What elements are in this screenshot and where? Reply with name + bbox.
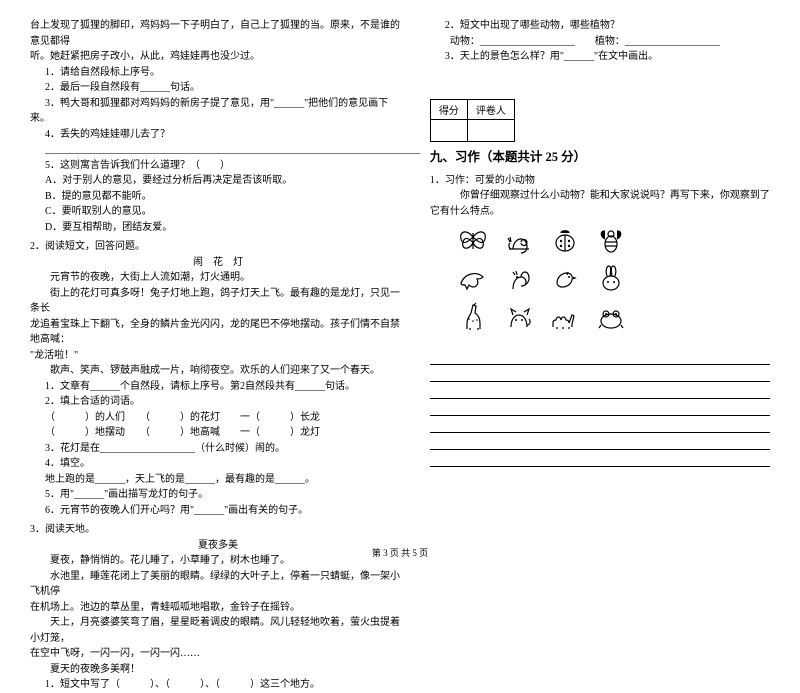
ladybug-icon [548,225,582,257]
q2-line: 3．花灯是在___________________（什么时候）闹的。 [30,441,406,457]
page-footer: 第 3 页 共 5 页 [0,546,800,559]
q2-line: 2．填上合适的词语。 [30,394,406,410]
writing-line [430,402,770,416]
writing-line [430,453,770,467]
dolphin-icon [456,263,490,295]
r-line: 2．短文中出现了哪些动物，哪些植物？ [430,18,770,34]
q2-line: 街上的花灯可真多呀！兔子灯地上跑，鸽子灯天上飞。最有趣的是龙灯，只见一条长 [30,286,406,317]
q2-head: 2．阅读短文，回答问题。 [30,239,406,255]
butterfly-icon [456,225,490,257]
opt-line: A．对于别人的意见，要经过分析后再决定是否该听取。 [30,173,406,189]
q2-line: 元宵节的夜晚，大街上人流如潮，灯火通明。 [30,270,406,286]
q3-line: 在空中飞呀，一闪一闪，一闪一闪…… [30,646,406,662]
q2-line: （ ）的人们 （ ）的花灯 一（ ）长龙 [30,410,406,426]
q3-line: 夏天的夜晚多美啊！ [30,662,406,678]
opt-line: B．提的意见都不能听。 [30,189,406,205]
q2-line: 4．填空。 [30,456,406,472]
q2-line: 地上跑的是______，天上飞的是______，最有趣的是______。 [30,472,406,488]
score-head-grader: 评卷人 [467,99,514,119]
giraffe-icon [456,301,490,333]
squirrel-icon [502,263,536,295]
q2-line: 6．元宵节的夜晚人们开心吗？用"______"画出有关的句子。 [30,503,406,519]
q2-line: 5．用"______"画出描写龙灯的句子。 [30,487,406,503]
bee-icon [594,225,628,257]
page-columns: 台上发现了狐狸的脚印，鸡妈妈一下子明白了，自己上了狐狸的当。原来，不是谁的意见都… [30,18,770,693]
score-table: 得分 评卷人 [430,99,515,142]
q3-head: 3．阅读天地。 [30,522,406,538]
score-cell [430,119,467,141]
grader-cell [467,119,514,141]
rabbit-icon [594,263,628,295]
right-column: 2．短文中出现了哪些动物，哪些植物？ 动物：__________________… [430,18,770,693]
q-line: 4．丢失的鸡娃娃哪儿去了？ [30,127,406,143]
q3-line: 在机场上。池边的草丛里，青蛙呱呱地唱歌，金铃子在摇铃。 [30,600,406,616]
bird-icon [548,263,582,295]
q-line: 3．鸭大哥和狐狸都对鸡妈妈的新房子提了意见，用"______"把他们的意见画下来… [30,96,406,127]
q-line: 1．请给自然段标上序号。 [30,65,406,81]
camel-icon [548,301,582,333]
writing-line [430,385,770,399]
q2-line: 龙追着宝珠上下翻飞，全身的鳞片金光闪闪，龙的尾巴不停地摆动。孩子们情不自禁地高喊… [30,317,406,348]
q2-line: 歌声、笑声、锣鼓声融成一片，响彻夜空。欢乐的人们迎来了又一个春天。 [30,363,406,379]
frog-icon [594,301,628,333]
left-column: 台上发现了狐狸的脚印，鸡妈妈一下子明白了，自己上了狐狸的当。原来，不是谁的意见都… [30,18,406,693]
writing-line [430,419,770,433]
writing-line [430,368,770,382]
intro-line: 台上发现了狐狸的脚印，鸡妈妈一下子明白了，自己上了狐狸的当。原来，不是谁的意见都… [30,18,406,49]
q3-line: 1．短文中写了（ ）、（ ）、（ ）这三个地方。 [30,677,406,693]
q3-line: 水池里，睡莲花闭上了美丽的眼睛。绿绿的大叶子上，停着一只蜻蜓，像一架小飞机停 [30,569,406,600]
prompt-body: 你曾仔细观察过什么小动物？能和大家说说吗？再写下来，你观察到了它有什么特点。 [430,188,770,219]
q2-line: 1．文章有______个自然段，请标上序号。第2自然段共有______句话。 [30,379,406,395]
prompt-head: 1．习作：可爱的小动物 [430,173,770,189]
opt-line: D．要互相帮助，团结友爱。 [30,220,406,236]
q3-line: 天上，月亮婆婆笑弯了眉，星星眨着调皮的眼睛。风儿轻轻地吹着，萤火虫提着小灯笼， [30,615,406,646]
snail-icon [502,225,536,257]
opt-line: C．要听取别人的意见。 [30,204,406,220]
r-line: 3．天上的景色怎么样？用"______"在文中画出。 [430,49,770,65]
q2-line: （ ）地摆动 （ ）地高喊 一（ ）龙灯 [30,425,406,441]
score-head-score: 得分 [430,99,467,119]
animal-icon-grid [456,225,770,335]
q2-title: 闹 花 灯 [30,255,406,271]
cat-icon [502,301,536,333]
q2-line: "龙活啦！" [30,348,406,364]
writing-line [430,351,770,365]
q-line: ________________________________________… [30,142,406,158]
writing-line [430,436,770,450]
intro-line: 听。她赶紧把房子改小，从此，鸡娃娃再也没少过。 [30,49,406,65]
q-line: 5．这则寓言告诉我们什么道理？（ ） [30,158,406,174]
q-line: 2．最后一段自然段有______句话。 [30,80,406,96]
section-title: 九、习作（本题共计 25 分） [430,148,770,167]
r-line: 动物：___________________ 植物：______________… [430,34,770,50]
